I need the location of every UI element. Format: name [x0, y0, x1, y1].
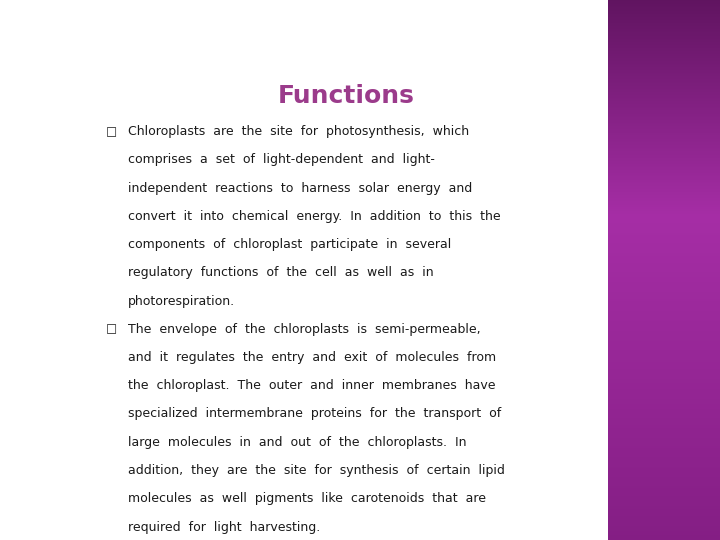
Text: The  envelope  of  the  chloroplasts  is  semi-permeable,: The envelope of the chloroplasts is semi…: [128, 322, 480, 335]
Text: independent  reactions  to  harness  solar  energy  and: independent reactions to harness solar e…: [128, 181, 472, 194]
Text: required  for  light  harvesting.: required for light harvesting.: [128, 521, 320, 534]
Text: Chloroplasts  are  the  site  for  photosynthesis,  which: Chloroplasts are the site for photosynth…: [128, 125, 469, 138]
Text: comprises  a  set  of  light-dependent  and  light-: comprises a set of light-dependent and l…: [128, 153, 435, 166]
Text: molecules  as  well  pigments  like  carotenoids  that  are: molecules as well pigments like caroteno…: [128, 492, 486, 505]
Text: addition,  they  are  the  site  for  synthesis  of  certain  lipid: addition, they are the site for synthesi…: [128, 464, 505, 477]
Text: Functions: Functions: [278, 84, 415, 107]
Text: photorespiration.: photorespiration.: [128, 295, 235, 308]
Text: and  it  regulates  the  entry  and  exit  of  molecules  from: and it regulates the entry and exit of m…: [128, 351, 496, 364]
Text: □: □: [106, 322, 117, 335]
Text: the  chloroplast.  The  outer  and  inner  membranes  have: the chloroplast. The outer and inner mem…: [128, 379, 495, 392]
Text: convert  it  into  chemical  energy.  In  addition  to  this  the: convert it into chemical energy. In addi…: [128, 210, 500, 223]
Text: □: □: [106, 125, 117, 138]
Text: components  of  chloroplast  participate  in  several: components of chloroplast participate in…: [128, 238, 451, 251]
Text: large  molecules  in  and  out  of  the  chloroplasts.  In: large molecules in and out of the chloro…: [128, 436, 467, 449]
Text: regulatory  functions  of  the  cell  as  well  as  in: regulatory functions of the cell as well…: [128, 266, 433, 280]
Text: specialized  intermembrane  proteins  for  the  transport  of: specialized intermembrane proteins for t…: [128, 407, 501, 421]
